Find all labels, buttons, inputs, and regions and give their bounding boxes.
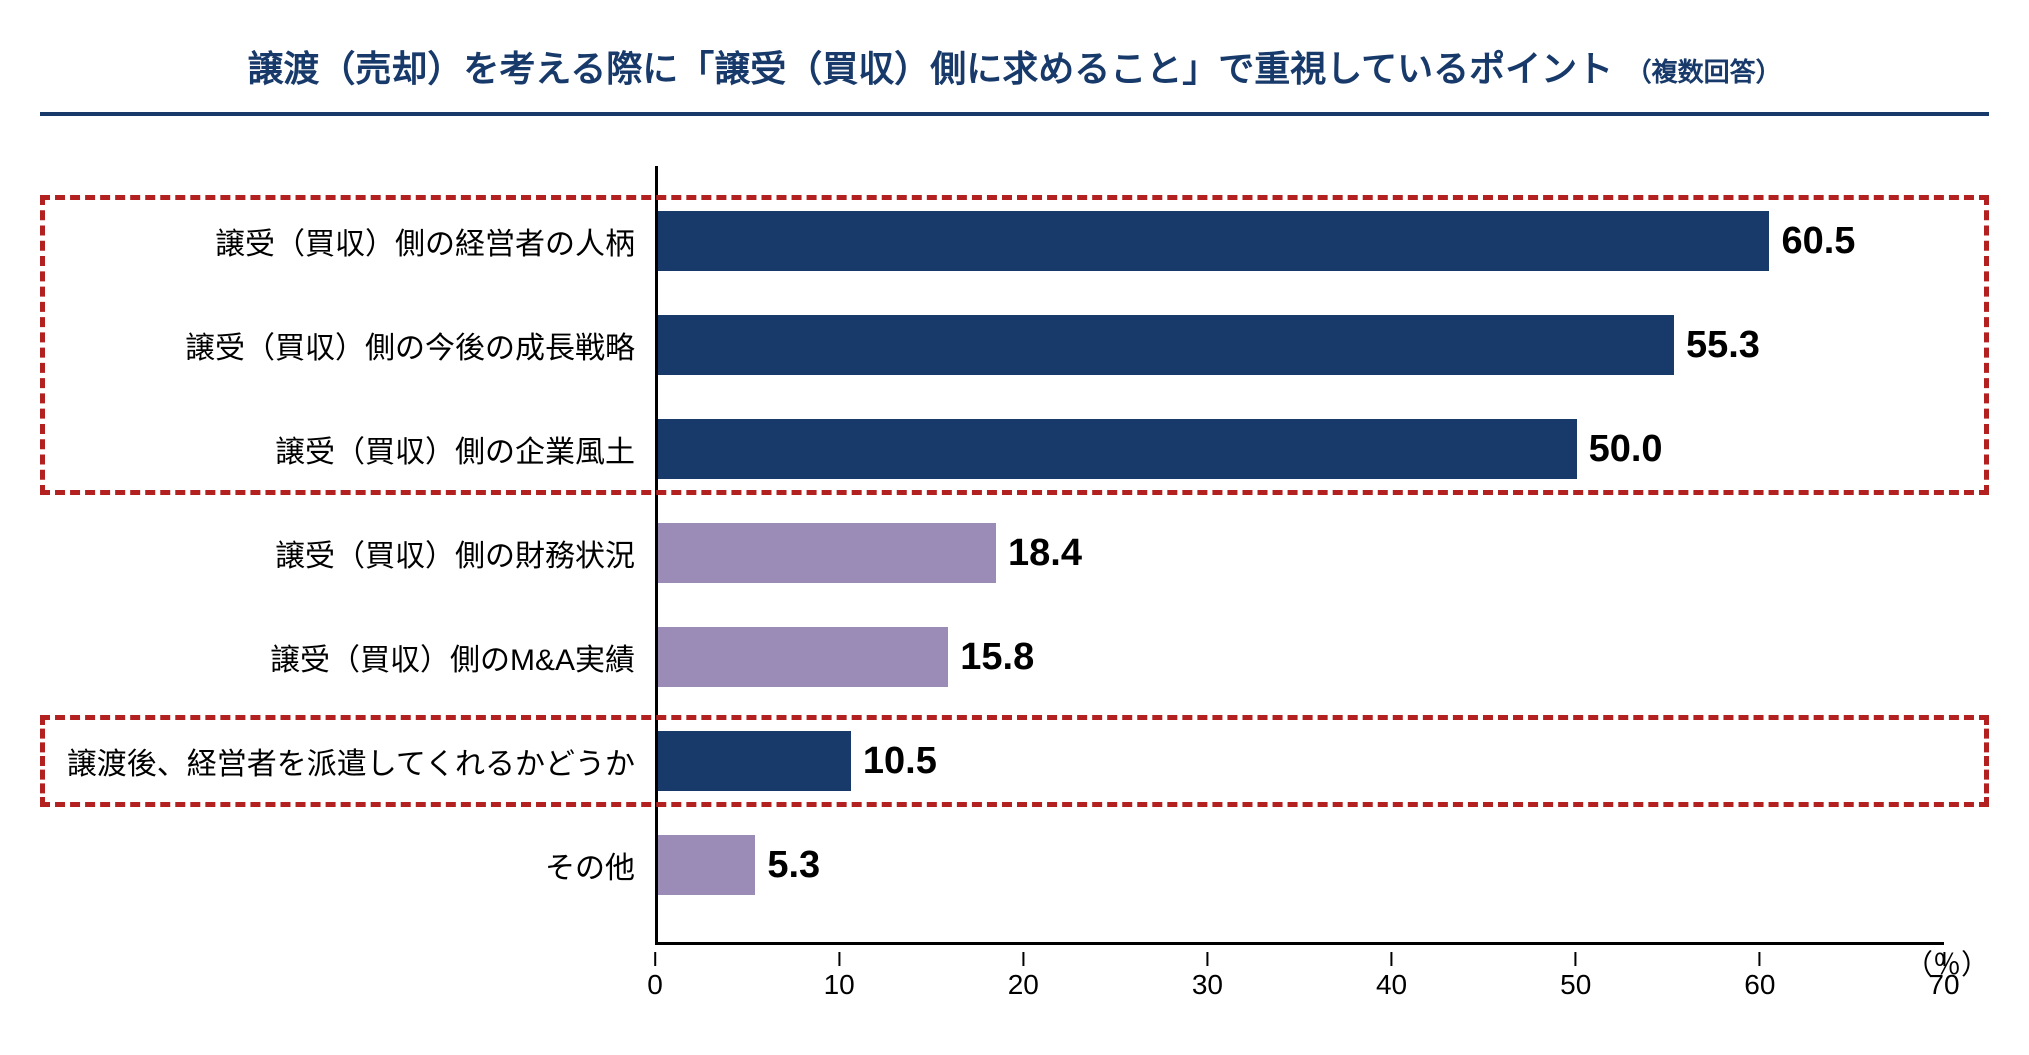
y-axis-label: その他 <box>40 843 635 887</box>
x-tick-mark <box>1759 952 1761 966</box>
bar-row: 50.0 <box>658 419 1944 479</box>
bars-area: 60.5 55.3 50.0 18.4 15.8 10.5 5.3 <box>655 166 1944 945</box>
bar <box>658 315 1674 375</box>
title-underline <box>40 112 1989 116</box>
chart-container: 譲渡（売却）を考える際に「譲受（買収）側に求めること」で重視しているポイント （… <box>40 40 1989 945</box>
bar <box>658 731 851 791</box>
bar <box>658 523 996 583</box>
y-axis-label: 譲受（買収）側の財務状況 <box>40 531 635 575</box>
x-tick: 40 <box>1376 955 1407 1001</box>
bar-row: 18.4 <box>658 523 1944 583</box>
x-tick-label: 50 <box>1560 969 1591 1001</box>
x-tick: 0 <box>647 955 663 1001</box>
x-tick-mark <box>654 952 656 966</box>
bar <box>658 419 1577 479</box>
y-axis-label: 譲渡後、経営者を派遣してくれるかどうか <box>40 739 635 783</box>
bar-row: 55.3 <box>658 315 1944 375</box>
x-axis-unit: （％） <box>1905 943 1989 983</box>
x-tick: 30 <box>1192 955 1223 1001</box>
x-tick-label: 0 <box>647 969 663 1001</box>
bar-row: 15.8 <box>658 627 1944 687</box>
x-tick-mark <box>1391 952 1393 966</box>
x-tick-label: 20 <box>1008 969 1039 1001</box>
x-tick: 50 <box>1560 955 1591 1001</box>
y-axis-labels: 譲受（買収）側の経営者の人柄譲受（買収）側の今後の成長戦略譲受（買収）側の企業風… <box>40 166 655 945</box>
bar-value-label: 55.3 <box>1686 324 1760 367</box>
bar-value-label: 50.0 <box>1589 428 1663 471</box>
x-tick: 60 <box>1744 955 1775 1001</box>
y-axis-label: 譲受（買収）側の企業風土 <box>40 427 635 471</box>
bar-row: 60.5 <box>658 211 1944 271</box>
chart-title-main: 譲渡（売却）を考える際に「譲受（買収）側に求めること」で重視しているポイント <box>247 48 1613 89</box>
x-tick-mark <box>838 952 840 966</box>
bar-value-label: 18.4 <box>1008 532 1082 575</box>
x-axis-ticks: 010203040506070 <box>655 955 1944 995</box>
bar-value-label: 15.8 <box>960 636 1034 679</box>
y-axis-label: 譲受（買収）側の経営者の人柄 <box>40 219 635 263</box>
x-tick-label: 30 <box>1192 969 1223 1001</box>
y-axis-label: 譲受（買収）側のM&A実績 <box>40 635 635 679</box>
chart-title-sub: （複数回答） <box>1626 57 1782 87</box>
x-tick: 10 <box>824 955 855 1001</box>
bar-value-label: 10.5 <box>863 740 937 783</box>
plot-area: 譲受（買収）側の経営者の人柄譲受（買収）側の今後の成長戦略譲受（買収）側の企業風… <box>40 166 1989 945</box>
x-tick-label: 10 <box>824 969 855 1001</box>
bar <box>658 835 755 895</box>
x-tick-label: 40 <box>1376 969 1407 1001</box>
x-tick-mark <box>1022 952 1024 966</box>
bar <box>658 211 1769 271</box>
bar-row: 5.3 <box>658 835 1944 895</box>
y-axis-label: 譲受（買収）側の今後の成長戦略 <box>40 323 635 367</box>
x-tick: 20 <box>1008 955 1039 1001</box>
bar <box>658 627 948 687</box>
chart-title: 譲渡（売却）を考える際に「譲受（買収）側に求めること」で重視しているポイント （… <box>40 40 1989 92</box>
bar-value-label: 60.5 <box>1781 220 1855 263</box>
bar-value-label: 5.3 <box>767 844 820 887</box>
bar-row: 10.5 <box>658 731 1944 791</box>
x-tick-label: 60 <box>1744 969 1775 1001</box>
x-tick-mark <box>1575 952 1577 966</box>
x-tick-mark <box>1206 952 1208 966</box>
